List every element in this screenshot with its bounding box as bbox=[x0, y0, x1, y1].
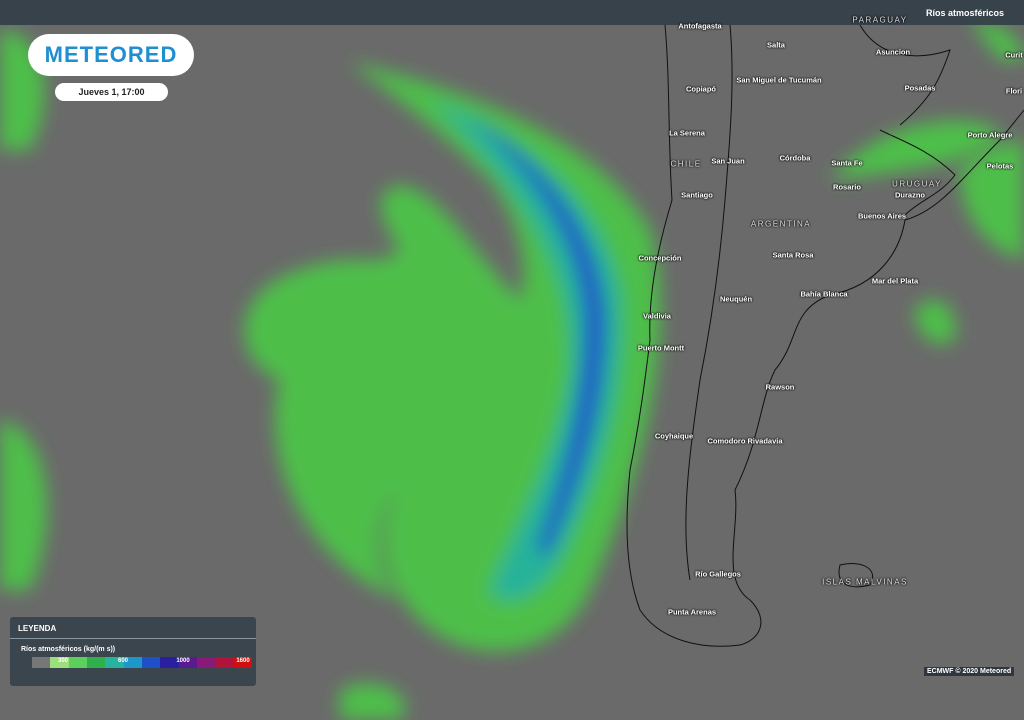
place-label: Durazno bbox=[895, 190, 925, 200]
place-label: Asuncion bbox=[875, 47, 911, 57]
place-label: Posadas bbox=[904, 83, 936, 93]
place-label: Santa Rosa bbox=[772, 250, 814, 260]
place-label: ISLAS MALVINAS bbox=[822, 577, 908, 587]
logo[interactable]: METEORED bbox=[28, 34, 194, 76]
legend: LEYENDA Ríos atmosféricos (kg/(m s)) 300… bbox=[10, 617, 256, 686]
place-label: Coyhaique bbox=[654, 431, 694, 441]
place-label: PARAGUAY bbox=[852, 15, 908, 25]
legend-subtitle: Ríos atmosféricos (kg/(m s)) bbox=[21, 646, 116, 653]
layer-title[interactable]: Ríos atmosféricos bbox=[925, 8, 1004, 18]
swatch bbox=[141, 657, 161, 668]
place-label: Río Gallegos bbox=[695, 569, 741, 579]
legend-tick: 1600 bbox=[236, 658, 250, 664]
place-label: ARGENTINA bbox=[750, 219, 812, 229]
swatch bbox=[123, 657, 142, 668]
swatch bbox=[160, 657, 179, 668]
place-label: Punta Arenas bbox=[667, 607, 717, 617]
place-label: San Juan bbox=[711, 156, 745, 166]
legend-tick: 1000 bbox=[176, 658, 190, 664]
swatch bbox=[68, 657, 87, 668]
swatch bbox=[233, 657, 252, 668]
date-label: Jueves 1, 17:00 bbox=[55, 83, 168, 101]
swatch bbox=[178, 657, 197, 668]
place-label: Copiapó bbox=[686, 84, 716, 94]
place-label: Santiago bbox=[681, 190, 713, 200]
place-label: Concepción bbox=[638, 253, 682, 263]
river-field bbox=[0, 20, 1024, 720]
borders bbox=[626, 24, 1024, 647]
place-label: Salta bbox=[767, 40, 785, 50]
credit: ECMWF © 2020 Meteored bbox=[924, 667, 1015, 676]
place-label: San Miguel de Tucumán bbox=[736, 75, 822, 85]
place-label: Bahía Blanca bbox=[800, 289, 848, 299]
place-label: Pelotas bbox=[986, 161, 1014, 171]
place-label: Porto Alegre bbox=[967, 130, 1013, 140]
place-label: La Serena bbox=[669, 128, 705, 138]
place-label: Antofagasta bbox=[678, 21, 722, 31]
place-label: Comodoro Rivadavia bbox=[707, 436, 783, 446]
top-bar bbox=[0, 0, 1024, 25]
place-label: Valdivia bbox=[643, 311, 671, 321]
place-label: CHILE bbox=[670, 159, 702, 169]
legend-divider bbox=[10, 638, 256, 639]
swatch bbox=[215, 657, 234, 668]
place-label: Santa Fe bbox=[831, 158, 863, 168]
place-label: URUGUAY bbox=[892, 179, 942, 189]
place-label: Córdoba bbox=[779, 153, 811, 163]
swatch bbox=[196, 657, 216, 668]
place-label: Curit bbox=[1005, 50, 1023, 60]
color-scale bbox=[32, 657, 252, 668]
swatch bbox=[86, 657, 106, 668]
place-label: Rawson bbox=[765, 382, 795, 392]
place-label: Neuquén bbox=[719, 294, 753, 304]
legend-tick: 300 bbox=[57, 658, 69, 664]
place-label: Flori bbox=[1005, 86, 1023, 96]
place-label: Buenos Aires bbox=[857, 211, 907, 221]
swatch bbox=[32, 657, 51, 668]
legend-tick: 600 bbox=[117, 658, 129, 664]
place-label: Puerto Montt bbox=[637, 343, 685, 353]
swatch bbox=[50, 657, 69, 668]
place-label: Rosario bbox=[833, 182, 861, 192]
legend-title: LEYENDA bbox=[18, 624, 57, 633]
place-label: Mar del Plata bbox=[871, 276, 919, 286]
swatch bbox=[105, 657, 124, 668]
